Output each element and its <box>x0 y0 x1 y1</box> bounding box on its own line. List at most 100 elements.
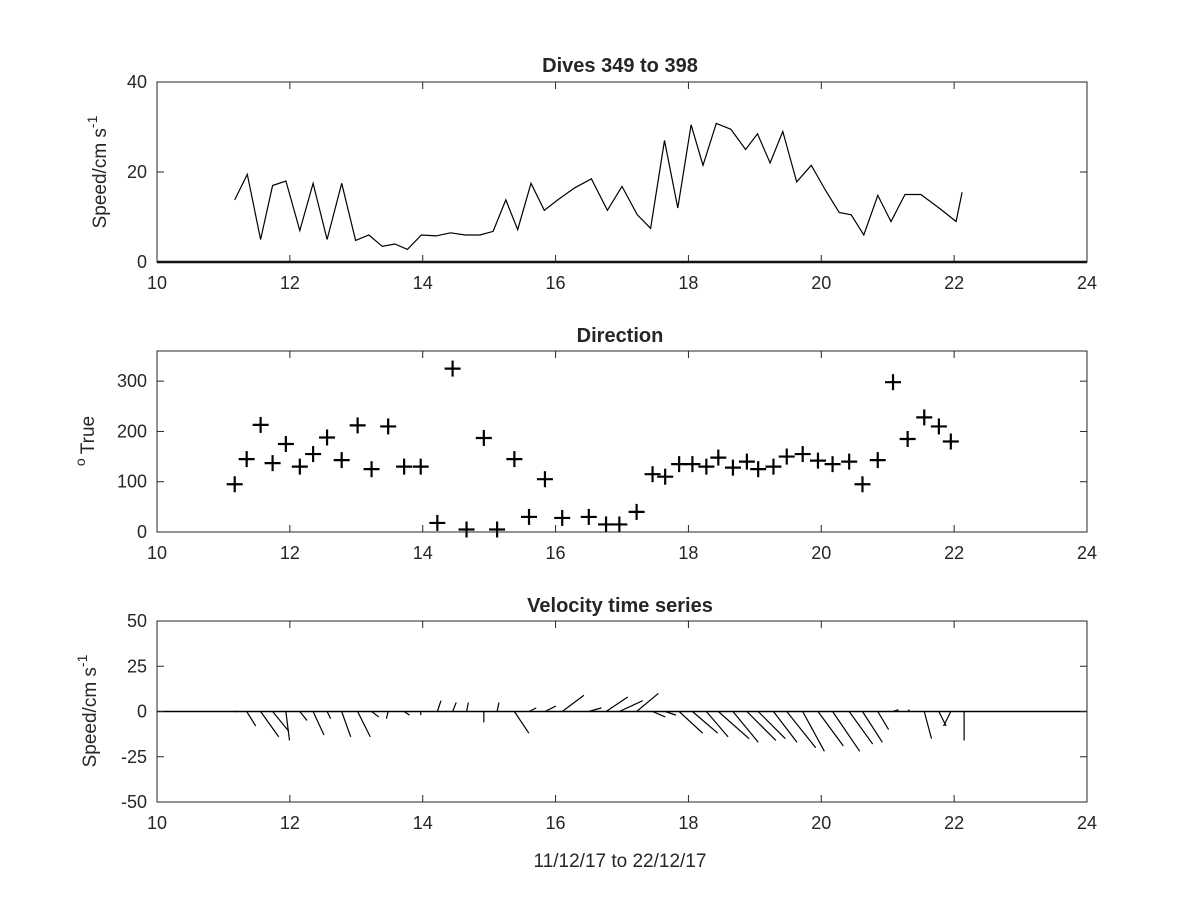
direction-point <box>305 446 322 463</box>
direction-point <box>824 456 841 473</box>
velocity-panel-xlabel: 11/12/17 to 22/12/17 <box>534 851 707 872</box>
direction-xtick-label: 24 <box>1077 543 1097 563</box>
velocity-vector <box>357 711 371 738</box>
velocity-xtick-label: 24 <box>1077 813 1097 833</box>
velocity-vector <box>652 710 666 718</box>
speed-panel-ticks: 10 12 14 16 18 20 22 24 0 20 40 <box>127 72 1097 293</box>
velocity-vector <box>705 711 729 738</box>
direction-panel-ylabel-prefix: o <box>72 458 88 466</box>
velocity-xtick-label: 18 <box>678 813 698 833</box>
velocity-vector <box>923 711 933 739</box>
velocity-vector <box>528 707 537 713</box>
direction-point <box>885 374 902 391</box>
velocity-vector <box>371 711 380 718</box>
direction-point <box>724 459 741 476</box>
speed-xtick-label: 14 <box>413 273 433 293</box>
speed-panel-axes-box <box>156 81 1088 263</box>
direction-point <box>794 446 811 463</box>
velocity-vector <box>692 711 719 734</box>
direction-ytick-label: 200 <box>117 421 147 441</box>
velocity-panel-ylabel-text: Speed/cm s <box>80 667 101 767</box>
direction-point <box>710 449 727 466</box>
velocity-vector <box>272 711 290 732</box>
direction-point <box>226 476 243 493</box>
velocity-ytick-label: 50 <box>127 611 147 631</box>
velocity-vector <box>861 711 883 743</box>
velocity-ytick-label: 25 <box>127 656 147 676</box>
velocity-ytick-label: 0 <box>137 702 147 722</box>
direction-ytick-label: 100 <box>117 472 147 492</box>
direction-xtick-label: 16 <box>546 543 566 563</box>
velocity-panel-ticks: 10 12 14 16 18 20 22 24 -50 -25 0 25 50 <box>121 611 1097 833</box>
velocity-panel-marks <box>157 692 1087 752</box>
direction-point <box>521 508 537 525</box>
velocity-vector <box>341 711 352 738</box>
speed-xtick-label: 20 <box>811 273 831 293</box>
velocity-vector <box>848 711 874 745</box>
speed-panel: Dives 349 to 398 Speed/cm s-1 10 12 14 16 18… <box>84 55 1097 293</box>
direction-panel-title: Direction <box>577 325 664 347</box>
velocity-vector <box>465 702 469 712</box>
direction-panel-ylabel-text: True <box>78 416 99 454</box>
velocity-panel-title: Velocity time series <box>527 595 713 617</box>
direction-point <box>778 448 795 465</box>
speed-xtick-label: 16 <box>546 273 566 293</box>
velocity-vector <box>817 711 844 747</box>
speed-xtick-label: 22 <box>944 273 964 293</box>
velocity-vector <box>664 710 677 716</box>
direction-point <box>657 468 674 485</box>
speed-panel-ylabel: Speed/cm s-1 <box>84 115 111 228</box>
velocity-vector <box>299 711 308 721</box>
velocity-xtick-label: 16 <box>546 813 566 833</box>
velocity-vector <box>312 711 325 736</box>
direction-ytick-label: 300 <box>117 371 147 391</box>
direction-point <box>916 409 933 426</box>
direction-panel-axes-box <box>156 350 1088 533</box>
velocity-vector <box>561 694 585 712</box>
velocity-vector <box>786 711 817 749</box>
direction-point <box>738 453 755 470</box>
velocity-vector <box>452 702 457 712</box>
velocity-vector <box>892 709 899 713</box>
velocity-vector <box>544 705 557 713</box>
direction-point <box>506 451 523 468</box>
direction-point <box>252 416 269 433</box>
velocity-vector <box>496 702 500 712</box>
velocity-vector <box>678 711 704 734</box>
direction-point <box>765 458 782 475</box>
direction-panel-ticks: 10 12 14 16 18 20 22 24 0 100 200 300 <box>117 351 1097 563</box>
velocity-vector <box>385 711 389 719</box>
velocity-vector <box>436 700 442 712</box>
direction-xtick-label: 18 <box>678 543 698 563</box>
speed-xtick-label: 10 <box>147 273 167 293</box>
direction-point <box>869 452 886 469</box>
speed-xtick-label: 12 <box>280 273 300 293</box>
direction-point <box>489 521 506 538</box>
direction-point <box>264 455 281 472</box>
direction-point <box>349 417 366 434</box>
direction-xtick-label: 10 <box>147 543 167 563</box>
velocity-ytick-label: -25 <box>121 747 147 767</box>
direction-point <box>841 453 858 470</box>
direction-point <box>238 451 255 468</box>
velocity-vector <box>605 696 629 712</box>
velocity-vector <box>246 711 257 727</box>
direction-point <box>277 436 294 453</box>
velocity-vector <box>326 711 332 720</box>
velocity-vector <box>285 711 291 741</box>
speed-series-line <box>234 122 963 251</box>
velocity-panel-axes-box <box>156 620 1088 803</box>
velocity-vector <box>513 711 530 734</box>
direction-point <box>536 471 553 488</box>
velocity-vector <box>732 711 759 743</box>
direction-point <box>809 452 826 469</box>
direction-xtick-label: 12 <box>280 543 300 563</box>
speed-panel-ylabel-superscript: -1 <box>84 115 100 128</box>
direction-point <box>380 418 397 435</box>
velocity-xtick-label: 20 <box>811 813 831 833</box>
direction-point <box>942 433 959 450</box>
direction-point <box>611 516 628 533</box>
speed-ytick-label: 0 <box>137 252 147 272</box>
